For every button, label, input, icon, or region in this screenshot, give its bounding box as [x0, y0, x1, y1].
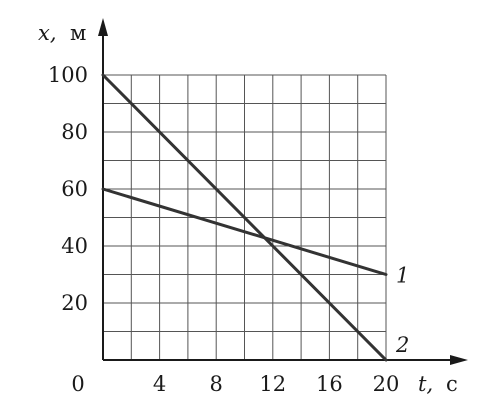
- y-axis-label: x,: [38, 21, 57, 45]
- x-axis-arrow: [450, 355, 468, 365]
- x-tick-label: 16: [316, 372, 343, 396]
- series: 12: [101, 73, 409, 362]
- y-tick-label: 60: [61, 177, 88, 201]
- y-tick-label: 80: [61, 120, 88, 144]
- x-tick-label: 20: [373, 372, 400, 396]
- y-axis-unit: м: [70, 21, 86, 45]
- series-line-2: [101, 73, 388, 362]
- x-tick-label: 0: [71, 372, 84, 396]
- x-axis-unit: с: [446, 372, 458, 396]
- y-axis-arrow: [98, 18, 108, 36]
- axes: [98, 18, 468, 365]
- x-axis-label: t,: [418, 372, 433, 396]
- x-tick-label: 8: [210, 372, 223, 396]
- tick-labels: 0 4 8 12 16 20 20 40 60 80 100: [48, 63, 399, 396]
- series-line-1: [101, 187, 388, 276]
- x-tick-label: 4: [153, 372, 166, 396]
- y-tick-label: 40: [61, 234, 88, 258]
- y-tick-label: 100: [48, 63, 88, 87]
- x-tick-label: 12: [259, 372, 286, 396]
- series-label-2: 2: [395, 333, 409, 357]
- series-label-1: 1: [396, 264, 409, 288]
- y-tick-label: 20: [61, 291, 88, 315]
